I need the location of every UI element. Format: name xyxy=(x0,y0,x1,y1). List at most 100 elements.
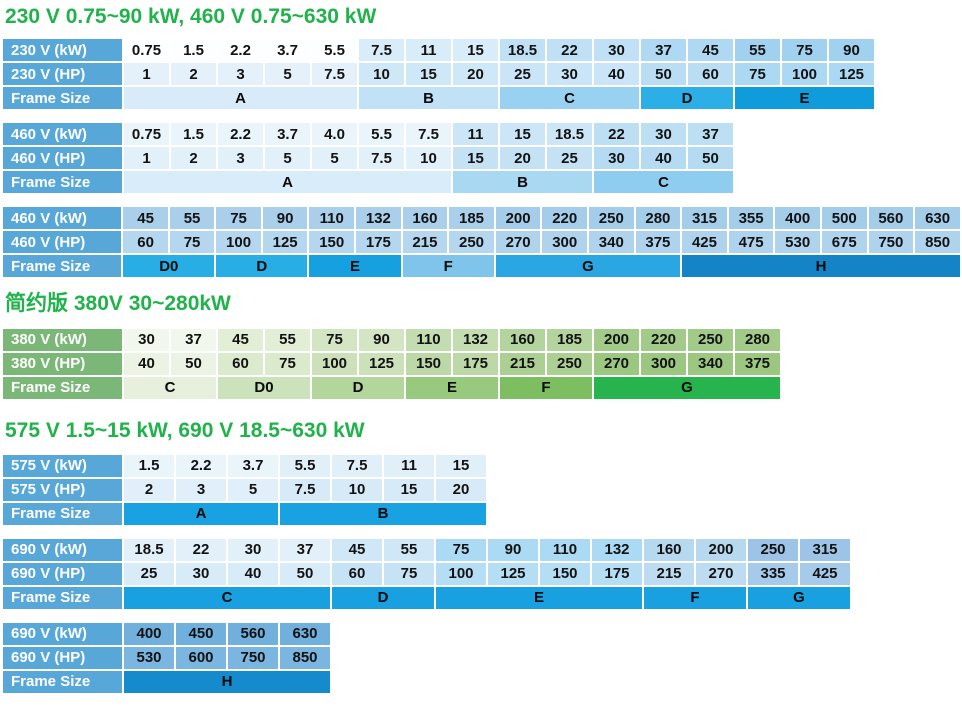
frame-segment: C xyxy=(594,171,733,194)
row-label-hp: 460 V (HP) xyxy=(3,231,122,254)
hp-cell: 5 xyxy=(265,147,310,170)
kw-cell: 2.2 xyxy=(218,123,263,146)
hp-cell: 3 xyxy=(176,478,226,501)
kw-cell: 110 xyxy=(406,328,451,351)
kw-cell: 18.5 xyxy=(500,39,545,62)
kw-cell: 450 xyxy=(176,622,226,645)
frame-size-row: Frame Size A B xyxy=(3,502,486,525)
kw-cell: 37 xyxy=(171,328,216,351)
kw-cell: 250 xyxy=(589,207,634,230)
hp-row: 230 V (HP) 1 2 3 5 7.5 10 15 20 25 30 40 50 60 75 100 12… xyxy=(3,63,874,86)
hp-cell: 40 xyxy=(641,147,686,170)
kw-row: 575 V (kW) 1.5 2.2 3.7 5.5 7.5 11 15 xyxy=(3,454,486,477)
hp-cell: 2 xyxy=(124,478,174,501)
section-title-380v: 简约版 380V 30~280kW xyxy=(5,292,231,316)
hp-cell: 750 xyxy=(228,646,278,669)
hp-cell: 15 xyxy=(384,478,434,501)
kw-cell: 5.5 xyxy=(312,39,357,62)
table-230v: 230 V (kW) 0.75 1.5 2.2 3.7 5.5 7.5 11 15 18.5 22 3… xyxy=(1,37,876,111)
row-label-kw: 460 V (kW) xyxy=(3,207,122,230)
frame-segment: H xyxy=(124,670,330,693)
hp-cell: 40 xyxy=(124,352,169,375)
kw-cell: 4.0 xyxy=(312,123,357,146)
hp-cell: 30 xyxy=(176,562,226,585)
hp-cell: 1 xyxy=(124,147,169,170)
row-label-frame: Frame Size xyxy=(3,376,122,399)
frame-size-row: Frame Size C D E F G xyxy=(3,586,850,609)
hp-cell: 25 xyxy=(124,562,174,585)
hp-cell: 3 xyxy=(218,147,263,170)
hp-cell: 340 xyxy=(688,352,733,375)
hp-cell: 3 xyxy=(218,63,263,86)
hp-cell: 270 xyxy=(696,562,746,585)
hp-cell: 125 xyxy=(359,352,404,375)
kw-cell: 22 xyxy=(176,538,226,561)
hp-row: 690 V (HP) 530 600 750 850 xyxy=(3,646,330,669)
hp-row: 460 V (HP) 60 75 100 125 150 175 215 250 270 300 34… xyxy=(3,231,960,254)
hp-cell: 150 xyxy=(540,562,590,585)
kw-cell: 160 xyxy=(402,207,448,230)
hp-cell: 75 xyxy=(265,352,310,375)
hp-cell: 7.5 xyxy=(312,63,357,86)
hp-cell: 30 xyxy=(594,147,639,170)
hp-cell: 175 xyxy=(453,352,498,375)
frame-size-row: Frame Size A B C xyxy=(3,171,733,194)
hp-cell: 300 xyxy=(542,231,587,254)
hp-cell: 850 xyxy=(915,231,960,254)
frame-segment: G xyxy=(748,586,850,609)
kw-cell: 220 xyxy=(542,207,587,230)
kw-cell: 22 xyxy=(594,123,639,146)
kw-row: 690 V (kW) 400 450 560 630 xyxy=(3,622,330,645)
kw-cell: 45 xyxy=(332,538,382,561)
hp-cell: 215 xyxy=(402,231,448,254)
kw-cell: 220 xyxy=(641,328,686,351)
kw-cell: 630 xyxy=(915,207,960,230)
kw-cell: 75 xyxy=(312,328,357,351)
kw-cell: 2.2 xyxy=(176,454,226,477)
hp-row: 380 V (HP) 40 50 60 75 100 125 150 175 215 250 270 3… xyxy=(3,352,780,375)
hp-cell: 750 xyxy=(868,231,914,254)
hp-cell: 2 xyxy=(171,63,216,86)
kw-cell: 2.2 xyxy=(218,39,263,62)
frame-segment: C xyxy=(124,376,216,399)
hp-cell: 25 xyxy=(547,147,592,170)
hp-cell: 50 xyxy=(688,147,733,170)
frame-segment: E xyxy=(436,586,642,609)
kw-cell: 45 xyxy=(688,39,733,62)
kw-cell: 11 xyxy=(384,454,434,477)
kw-cell: 37 xyxy=(641,39,686,62)
hp-cell: 7.5 xyxy=(280,478,330,501)
frame-segment: D xyxy=(312,376,404,399)
frame-segment: B xyxy=(280,502,486,525)
row-label-kw: 575 V (kW) xyxy=(3,454,122,477)
frame-segment: F xyxy=(402,255,494,278)
frame-segment: B xyxy=(453,171,592,194)
frame-size-row: Frame Size H xyxy=(3,670,330,693)
table-575v: 575 V (kW) 1.5 2.2 3.7 5.5 7.5 11 15 575 V (HP) 2… xyxy=(1,453,488,527)
kw-cell: 18.5 xyxy=(124,538,174,561)
kw-row: 460 V (kW) 45 55 75 90 110 132 160 185 200 220 250 2… xyxy=(3,207,960,230)
hp-cell: 675 xyxy=(821,231,867,254)
kw-cell: 11 xyxy=(453,123,498,146)
kw-cell: 22 xyxy=(547,39,592,62)
kw-cell: 45 xyxy=(123,207,168,230)
hp-cell: 10 xyxy=(332,478,382,501)
kw-cell: 200 xyxy=(696,538,746,561)
hp-cell: 125 xyxy=(488,562,538,585)
kw-cell: 55 xyxy=(384,538,434,561)
frame-segment: A xyxy=(124,171,451,194)
hp-cell: 10 xyxy=(406,147,451,170)
kw-cell: 560 xyxy=(228,622,278,645)
kw-cell: 3.7 xyxy=(265,123,310,146)
hp-cell: 150 xyxy=(406,352,451,375)
frame-segment: D xyxy=(641,87,733,110)
frame-segment: G xyxy=(495,255,681,278)
kw-cell: 200 xyxy=(594,328,639,351)
kw-row: 690 V (kW) 18.5 22 30 37 45 55 75 90 110 132 160 200… xyxy=(3,538,850,561)
hp-cell: 250 xyxy=(547,352,592,375)
kw-cell: 3.7 xyxy=(265,39,310,62)
kw-cell: 315 xyxy=(682,207,727,230)
section-tables-230v-460v: 230 V (kW) 0.75 1.5 2.2 3.7 5.5 7.5 11 15 18.5 22 3… xyxy=(3,37,962,279)
hp-cell: 270 xyxy=(594,352,639,375)
kw-cell: 7.5 xyxy=(406,123,451,146)
